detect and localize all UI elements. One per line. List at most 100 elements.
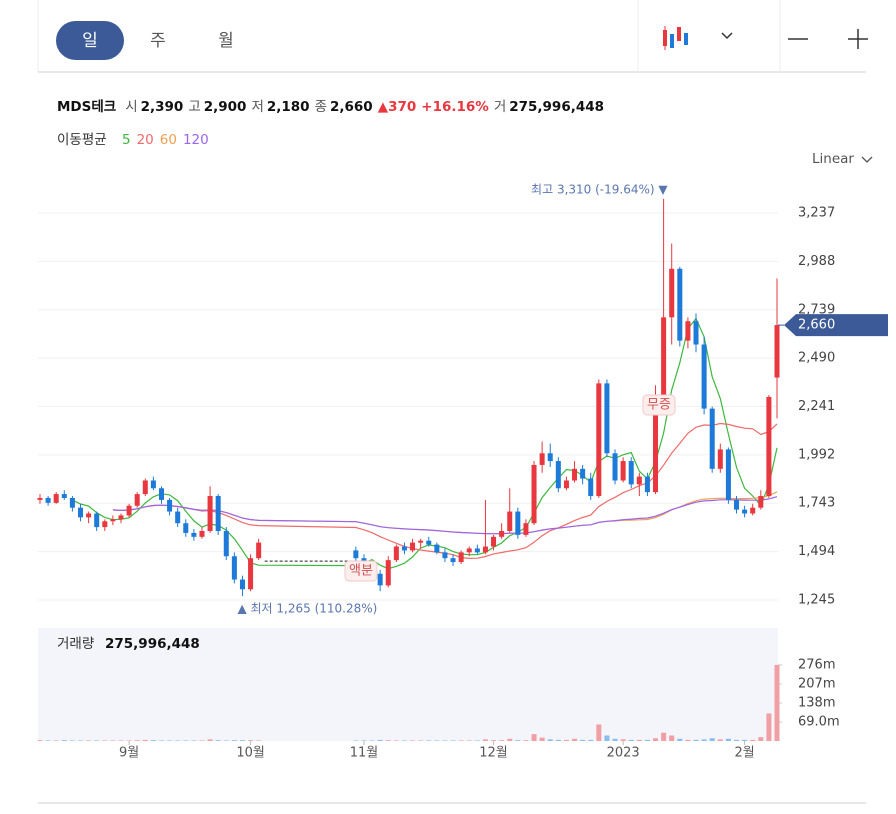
candle-body [563, 480, 569, 489]
candle-body [183, 523, 189, 533]
volume-bar [507, 738, 513, 741]
volume-bar [158, 740, 164, 741]
volume-value: 275,996,448 [105, 636, 200, 652]
field-label: 시 [125, 99, 137, 115]
candle-body [515, 511, 521, 535]
change: ▲370 [378, 99, 417, 115]
candle-body [102, 521, 108, 528]
volume-bar [442, 740, 448, 741]
y-tick-label: 1,992 [798, 447, 835, 462]
candle-body [733, 499, 740, 510]
volume-bar [733, 739, 740, 741]
volume-bar [636, 739, 642, 741]
volume-bar [474, 740, 480, 741]
volume-bar [661, 732, 667, 741]
candle-body [766, 396, 772, 497]
volume-bar [742, 739, 748, 741]
candle-body [434, 544, 440, 553]
ma-legend: 5 20 60 120 [122, 132, 209, 148]
candle-body [401, 546, 407, 551]
volume-bar [418, 740, 424, 741]
volume-bar [150, 740, 156, 741]
candle-body [458, 552, 464, 563]
candle-body [223, 530, 229, 557]
candle-body [539, 453, 545, 465]
candle-body [628, 461, 634, 485]
volume-bar [709, 738, 715, 741]
volume-bar [61, 740, 67, 741]
tab-day[interactable]: 일 [82, 31, 98, 51]
tab-selected-bg[interactable] [56, 21, 124, 60]
ma-line [72, 317, 778, 570]
candle-body [215, 496, 221, 531]
volume-bar [118, 740, 124, 741]
field-value: 2,180 [267, 99, 310, 115]
volume-bar [134, 740, 140, 741]
annotation-high: 최고 3,310 (-19.64%) ▼ [531, 182, 668, 196]
volume-bar [499, 740, 505, 741]
candle-body [653, 395, 659, 493]
candle-body [644, 476, 650, 493]
volume-bar [69, 740, 75, 741]
volume-bar [175, 740, 181, 741]
candle-body [547, 453, 553, 462]
price-tag-label: 2,660 [798, 318, 835, 333]
volume-bar [191, 740, 197, 741]
volume-bar [110, 740, 116, 741]
field-label: 저 [251, 99, 263, 115]
scale-selector[interactable]: Linear [812, 151, 854, 167]
candle-body [685, 321, 691, 341]
candle-body [661, 317, 667, 396]
volume-bar [482, 739, 488, 741]
volume-bar [353, 740, 359, 741]
volume-bar [401, 740, 407, 741]
y-tick-label: 2,490 [798, 351, 835, 366]
y-tick-label: 1,494 [798, 544, 835, 559]
candle-body [393, 546, 399, 561]
candle-body [507, 511, 513, 531]
candle-body [175, 511, 181, 524]
volume-bar [434, 740, 440, 741]
dropdown-chevron [721, 32, 733, 40]
volume-bar [426, 740, 432, 741]
volume-bar [758, 737, 764, 741]
volume-bar [531, 734, 537, 741]
candle-body [248, 558, 254, 590]
candle-body [118, 515, 124, 520]
volume-bar [628, 739, 634, 741]
tab-week[interactable]: 주 [150, 31, 166, 51]
candle-body [572, 468, 578, 481]
volume-bar [563, 739, 569, 741]
volume-bar [620, 739, 626, 741]
chart-type-button[interactable] [663, 26, 733, 50]
annotation-split-bg [344, 560, 378, 582]
candle-body [353, 550, 359, 559]
candle-body [158, 488, 164, 500]
y-tick-label: 3,237 [798, 206, 835, 221]
volume-bar [183, 740, 189, 741]
volume-bar [725, 738, 731, 741]
candle-body [426, 540, 432, 545]
volume-bar [612, 738, 618, 741]
volume-bar [215, 740, 221, 741]
price-tag [784, 314, 888, 337]
candle-body [94, 513, 100, 528]
candle-body [191, 532, 197, 537]
candle-body [86, 513, 92, 518]
volume-bar [450, 740, 456, 741]
x-tick-label: 11월 [350, 746, 379, 761]
candle-body [612, 453, 618, 481]
candle-body [677, 268, 683, 341]
candle-body [45, 497, 51, 503]
annotation-split: 액분 [349, 564, 373, 579]
volume-bar [45, 740, 51, 741]
candle-body [37, 497, 43, 500]
volume-title: 거래량 [57, 636, 94, 652]
volume-bar [596, 724, 602, 741]
zoom-in[interactable] [848, 29, 868, 49]
field-label: 거 [494, 99, 506, 115]
change-pct: +16.16% [421, 99, 489, 115]
tab-month[interactable]: 월 [218, 31, 234, 51]
candle-body [69, 497, 75, 508]
x-tick-label: 10월 [236, 746, 265, 761]
